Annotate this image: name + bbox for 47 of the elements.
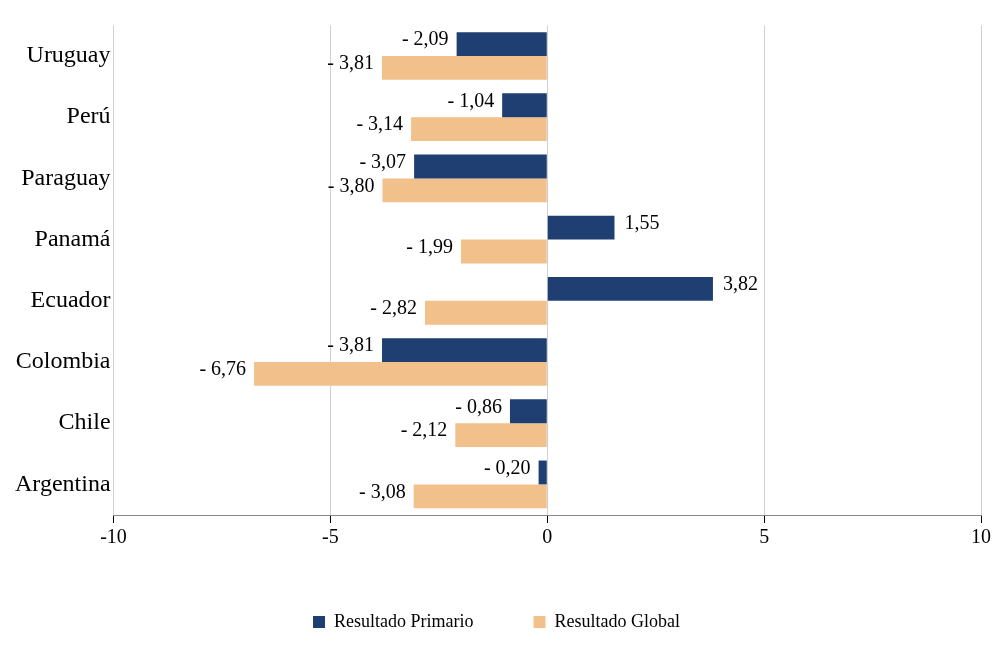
- x-tick-label: 5: [759, 525, 770, 548]
- data-label: - 6,76: [199, 357, 247, 380]
- y-tick-label: Panamá: [34, 224, 111, 251]
- legend-label: Resultado Primario: [334, 610, 474, 631]
- bar: [413, 484, 547, 509]
- data-label: - 3,08: [359, 479, 406, 502]
- y-tick-label: Colombia: [15, 347, 111, 374]
- bar: [254, 362, 547, 386]
- bar: [382, 56, 547, 80]
- bar: [455, 423, 547, 448]
- x-tick-label: 0: [542, 525, 553, 548]
- bar: [538, 460, 547, 485]
- legend-label: Resultado Global: [554, 610, 680, 631]
- y-tick-label: Chile: [58, 408, 111, 435]
- bar: [547, 215, 615, 240]
- data-label: - 2,12: [400, 418, 448, 441]
- data-label: 1,55: [624, 210, 660, 233]
- y-tick-label: Ecuador: [30, 286, 111, 313]
- data-label: - 3,81: [327, 51, 375, 74]
- data-label: - 1,99: [406, 234, 453, 257]
- data-label: - 3,14: [356, 112, 404, 135]
- x-tick-label: -5: [322, 525, 339, 548]
- data-label: - 3,81: [327, 333, 375, 356]
- data-label: - 3,80: [327, 173, 375, 196]
- data-label: - 3,07: [359, 149, 407, 172]
- bar: [547, 276, 713, 301]
- bar: [414, 154, 547, 179]
- data-label: - 2,82: [370, 295, 417, 318]
- bar: [382, 338, 547, 362]
- bar: [509, 399, 547, 424]
- data-label: - 0,20: [483, 455, 531, 478]
- data-label: - 1,04: [447, 88, 495, 111]
- bar: [456, 32, 547, 56]
- data-label: - 2,09: [401, 27, 449, 50]
- x-tick-label: -10: [100, 525, 127, 548]
- bar: [502, 93, 547, 118]
- y-tick-label: Uruguay: [26, 41, 111, 68]
- data-label: 3,82: [722, 272, 758, 295]
- bar: [460, 239, 547, 264]
- x-tick-label: 10: [971, 525, 991, 548]
- y-tick-label: Perú: [66, 102, 111, 129]
- bar: [382, 178, 547, 203]
- y-tick-label: Paraguay: [21, 163, 111, 190]
- data-label: - 0,86: [455, 394, 502, 417]
- bar: [411, 117, 547, 142]
- y-tick-label: Argentina: [15, 469, 111, 496]
- bar: [424, 300, 547, 325]
